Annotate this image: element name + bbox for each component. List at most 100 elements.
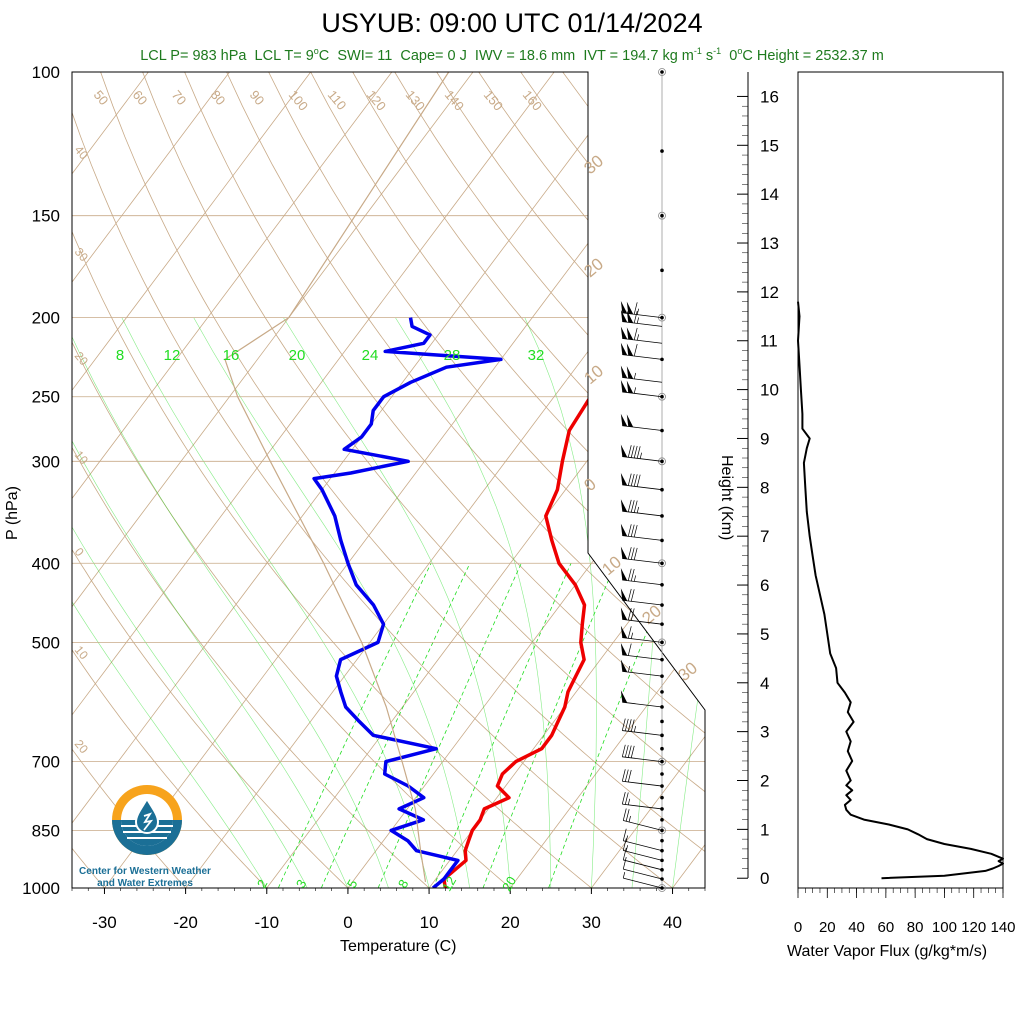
x-tick-label: -20 bbox=[173, 913, 198, 932]
wind-barb-feather bbox=[627, 588, 632, 602]
mixing-ratio-label: 5 bbox=[344, 877, 361, 891]
barb-level-dot bbox=[660, 70, 664, 74]
wind-barb-half-feather bbox=[628, 815, 631, 823]
y-tick-label: 850 bbox=[32, 821, 60, 840]
wind-barb-feather bbox=[633, 474, 638, 487]
wind-barb-feather bbox=[621, 792, 626, 805]
barb-level-circle bbox=[658, 457, 666, 466]
wind-barb-feather bbox=[633, 310, 638, 324]
wind-barb-half-feather bbox=[636, 317, 640, 324]
wind-barb-half-feather bbox=[639, 452, 642, 459]
wind-barb-feather bbox=[633, 547, 638, 561]
y-tick-label: 1000 bbox=[22, 879, 60, 898]
mixing-ratio-label: 12 bbox=[439, 874, 459, 894]
height-tick-label: 3 bbox=[760, 723, 769, 742]
mixing-ratio-line bbox=[320, 563, 471, 888]
isotherm-line bbox=[253, 72, 705, 888]
barb-level-dot bbox=[660, 795, 664, 800]
dry-adiabat-label: 20 bbox=[72, 349, 92, 368]
barb-level-dot bbox=[660, 149, 664, 153]
height-tick-label: 6 bbox=[760, 576, 769, 595]
flux-x-tick-label: 40 bbox=[848, 919, 865, 936]
wind-barb bbox=[621, 718, 663, 736]
height-tick-label: 11 bbox=[760, 332, 778, 351]
temperature-profile bbox=[442, 315, 651, 888]
wind-barb-shaft bbox=[622, 780, 663, 787]
wind-barb-flag bbox=[620, 690, 628, 703]
wind-barb-shaft bbox=[622, 730, 663, 736]
dry-adiabat-label: 0 bbox=[72, 545, 87, 559]
wind-barb bbox=[621, 792, 663, 810]
wind-barb-shaft bbox=[622, 803, 663, 810]
wind-barb-feather bbox=[630, 589, 635, 602]
wind-barb-shaft bbox=[622, 456, 663, 462]
dry-adiabat-label: 10 bbox=[72, 643, 92, 662]
wind-barb-shaft bbox=[622, 637, 663, 643]
wind-barb-shaft bbox=[622, 701, 663, 708]
wind-barb-half-feather bbox=[636, 334, 640, 341]
barb-level-circle bbox=[658, 211, 666, 220]
isotherm-line bbox=[72, 72, 325, 888]
wind-barb-feather bbox=[622, 828, 627, 841]
logo-caption: Center for Western Weather and Water Ext… bbox=[79, 866, 211, 889]
height-tick-label: 2 bbox=[760, 772, 769, 791]
barb-level-dot bbox=[660, 690, 664, 694]
moist-adiabat-line bbox=[193, 317, 470, 888]
isotherm-line bbox=[72, 72, 82, 888]
isotherm-label: 20 bbox=[580, 254, 607, 281]
ivt-value: IVT = 194.7 kg m-1 s-1 bbox=[583, 46, 722, 64]
wind-barb-half-feather bbox=[625, 845, 628, 852]
wind-barb-feather bbox=[627, 626, 632, 639]
wind-barb-half-feather bbox=[636, 506, 640, 514]
flux-x-tick-label: 100 bbox=[932, 919, 957, 936]
wind-barb-feather bbox=[627, 499, 632, 512]
wind-barb-feather bbox=[627, 643, 632, 656]
wind-barb-half-feather bbox=[627, 798, 631, 805]
lcl-pressure: LCL P= 983 hPa bbox=[140, 47, 247, 64]
wind-barb bbox=[620, 326, 663, 344]
isotherm-label: 0 bbox=[580, 474, 599, 495]
x-tick-label: -10 bbox=[254, 913, 279, 932]
isotherm-line bbox=[172, 72, 705, 888]
wind-barb-feather bbox=[621, 744, 626, 757]
wind-barb-shaft bbox=[622, 579, 663, 586]
wind-barb-half-feather bbox=[625, 835, 628, 842]
mixing-ratio-label: 3 bbox=[293, 877, 310, 891]
y-tick-label: 700 bbox=[32, 753, 60, 772]
moist-adiabat-line bbox=[72, 317, 349, 888]
iwv-value: IWV = 18.6 mm bbox=[474, 47, 576, 64]
wind-barb-feather bbox=[630, 500, 635, 513]
dry-adiabat-line bbox=[352, 72, 705, 888]
barb-level-dot bbox=[660, 772, 664, 776]
barb-level-circle bbox=[658, 313, 666, 322]
wind-barb-shaft bbox=[622, 599, 663, 606]
height-tick-label: 0 bbox=[760, 869, 769, 888]
wind-barb bbox=[620, 567, 663, 586]
flux-x-tick-label: 140 bbox=[990, 919, 1015, 936]
wind-barb-feather bbox=[622, 838, 627, 851]
wind-barb-feather bbox=[633, 327, 638, 341]
wind-barb-feather bbox=[633, 343, 638, 357]
isotherm-line bbox=[741, 54, 1024, 905]
moist-adiabat-line bbox=[121, 317, 430, 888]
barb-level-dot bbox=[660, 315, 664, 320]
wind-barb bbox=[620, 625, 663, 643]
wind-barb bbox=[620, 309, 663, 327]
wind-barb bbox=[622, 808, 663, 831]
wind-barb bbox=[621, 744, 663, 762]
wind-barb-feather bbox=[630, 745, 635, 758]
isotherm-line bbox=[72, 72, 244, 888]
wind-barb-flag bbox=[620, 309, 628, 323]
isotherm-line bbox=[72, 72, 487, 888]
moist-adiabat-line bbox=[395, 317, 552, 888]
wind-barb-shaft bbox=[622, 756, 663, 762]
y-tick-label: 300 bbox=[32, 452, 60, 471]
mixing-ratio-label: 28 bbox=[444, 347, 461, 364]
wind-barb bbox=[620, 588, 663, 606]
barb-level-circle bbox=[658, 826, 666, 835]
x-tick-label: 0 bbox=[343, 913, 352, 932]
lcl-temperature: LCL T= 9oC bbox=[254, 46, 330, 64]
height-tick-label: 14 bbox=[760, 185, 779, 204]
sounding-indices: LCL P= 983 hPa LCL T= 9oC SWI= 11 Cape= … bbox=[0, 46, 1024, 64]
